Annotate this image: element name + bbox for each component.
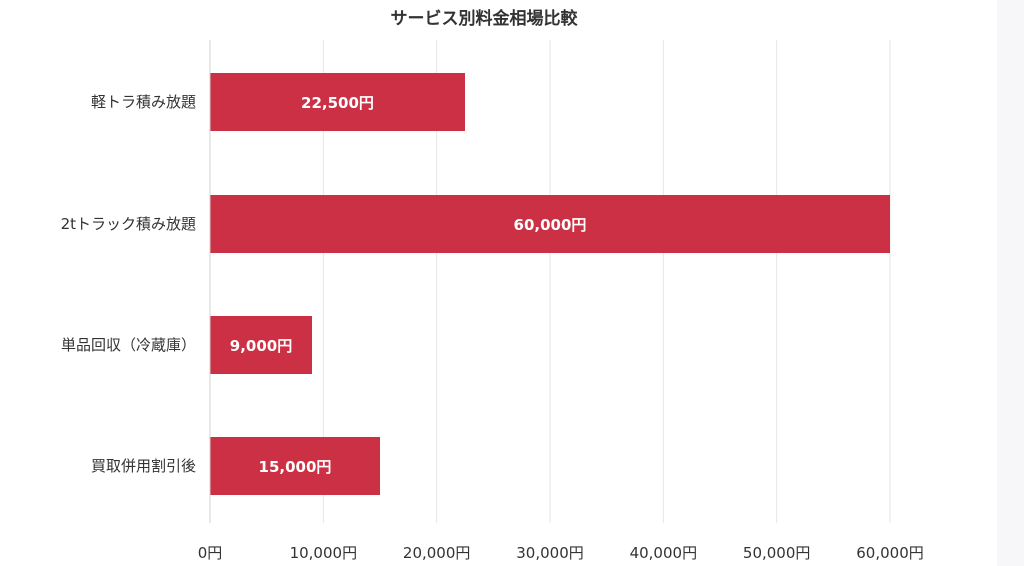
category-label: 買取併用割引後 bbox=[91, 457, 196, 475]
category-label: 2tトラック積み放題 bbox=[61, 215, 196, 233]
category-label: 軽トラ積み放題 bbox=[91, 93, 196, 111]
bar bbox=[210, 195, 890, 253]
x-tick-label: 40,000円 bbox=[630, 544, 698, 562]
value-label: 22,500円 bbox=[301, 94, 374, 112]
category-label: 単品回収（冷蔵庫） bbox=[61, 336, 196, 354]
bar-chart: サービス別料金相場比較 22,500円60,000円9,000円15,000円 … bbox=[61, 8, 924, 562]
x-tick-label: 0円 bbox=[198, 544, 223, 562]
value-label: 15,000円 bbox=[259, 458, 332, 476]
value-label: 60,000円 bbox=[514, 216, 587, 234]
x-tick-label: 50,000円 bbox=[743, 544, 811, 562]
x-tick-label: 60,000円 bbox=[856, 544, 924, 562]
chart-title: サービス別料金相場比較 bbox=[391, 8, 579, 29]
value-label: 9,000円 bbox=[230, 337, 292, 355]
bar bbox=[210, 316, 312, 374]
bar bbox=[210, 73, 465, 131]
x-tick-label: 10,000円 bbox=[290, 544, 358, 562]
bar bbox=[210, 437, 380, 495]
page-edge-strip bbox=[997, 0, 1024, 566]
x-tick-label: 20,000円 bbox=[403, 544, 471, 562]
x-tick-label: 30,000円 bbox=[516, 544, 584, 562]
bars: 22,500円 60,000円 9,000円 15,000円 bbox=[210, 73, 890, 495]
axes: 0円 10,000円 20,000円 30,000円 40,000円 50,000円 60,… bbox=[61, 40, 924, 562]
